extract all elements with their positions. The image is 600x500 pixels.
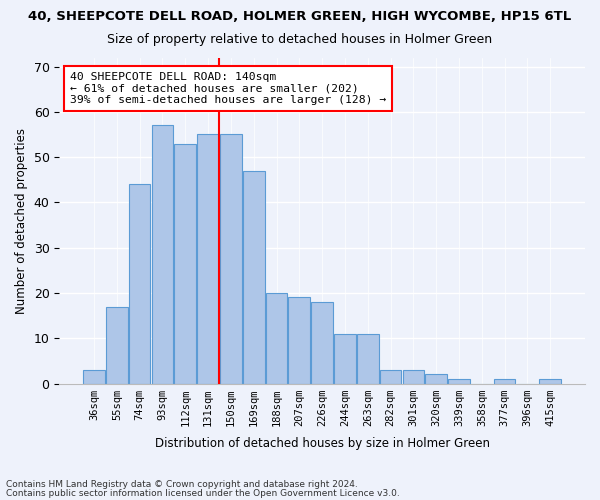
Bar — [448, 379, 470, 384]
Bar — [357, 334, 379, 384]
Bar — [334, 334, 356, 384]
Text: Contains public sector information licensed under the Open Government Licence v3: Contains public sector information licen… — [6, 490, 400, 498]
Bar — [403, 370, 424, 384]
Bar — [380, 370, 401, 384]
Text: 40 SHEEPCOTE DELL ROAD: 140sqm
← 61% of detached houses are smaller (202)
39% of: 40 SHEEPCOTE DELL ROAD: 140sqm ← 61% of … — [70, 72, 386, 106]
Text: Contains HM Land Registry data © Crown copyright and database right 2024.: Contains HM Land Registry data © Crown c… — [6, 480, 358, 489]
Bar — [539, 379, 561, 384]
Bar — [311, 302, 333, 384]
Bar — [152, 126, 173, 384]
Bar — [494, 379, 515, 384]
Y-axis label: Number of detached properties: Number of detached properties — [15, 128, 28, 314]
Bar — [106, 306, 128, 384]
Bar — [425, 374, 447, 384]
Text: 40, SHEEPCOTE DELL ROAD, HOLMER GREEN, HIGH WYCOMBE, HP15 6TL: 40, SHEEPCOTE DELL ROAD, HOLMER GREEN, H… — [28, 10, 572, 23]
Bar — [129, 184, 151, 384]
X-axis label: Distribution of detached houses by size in Holmer Green: Distribution of detached houses by size … — [155, 437, 490, 450]
Bar — [289, 298, 310, 384]
Bar — [83, 370, 105, 384]
Text: Size of property relative to detached houses in Holmer Green: Size of property relative to detached ho… — [107, 32, 493, 46]
Bar — [197, 134, 219, 384]
Bar — [220, 134, 242, 384]
Bar — [243, 170, 265, 384]
Bar — [175, 144, 196, 384]
Bar — [266, 293, 287, 384]
